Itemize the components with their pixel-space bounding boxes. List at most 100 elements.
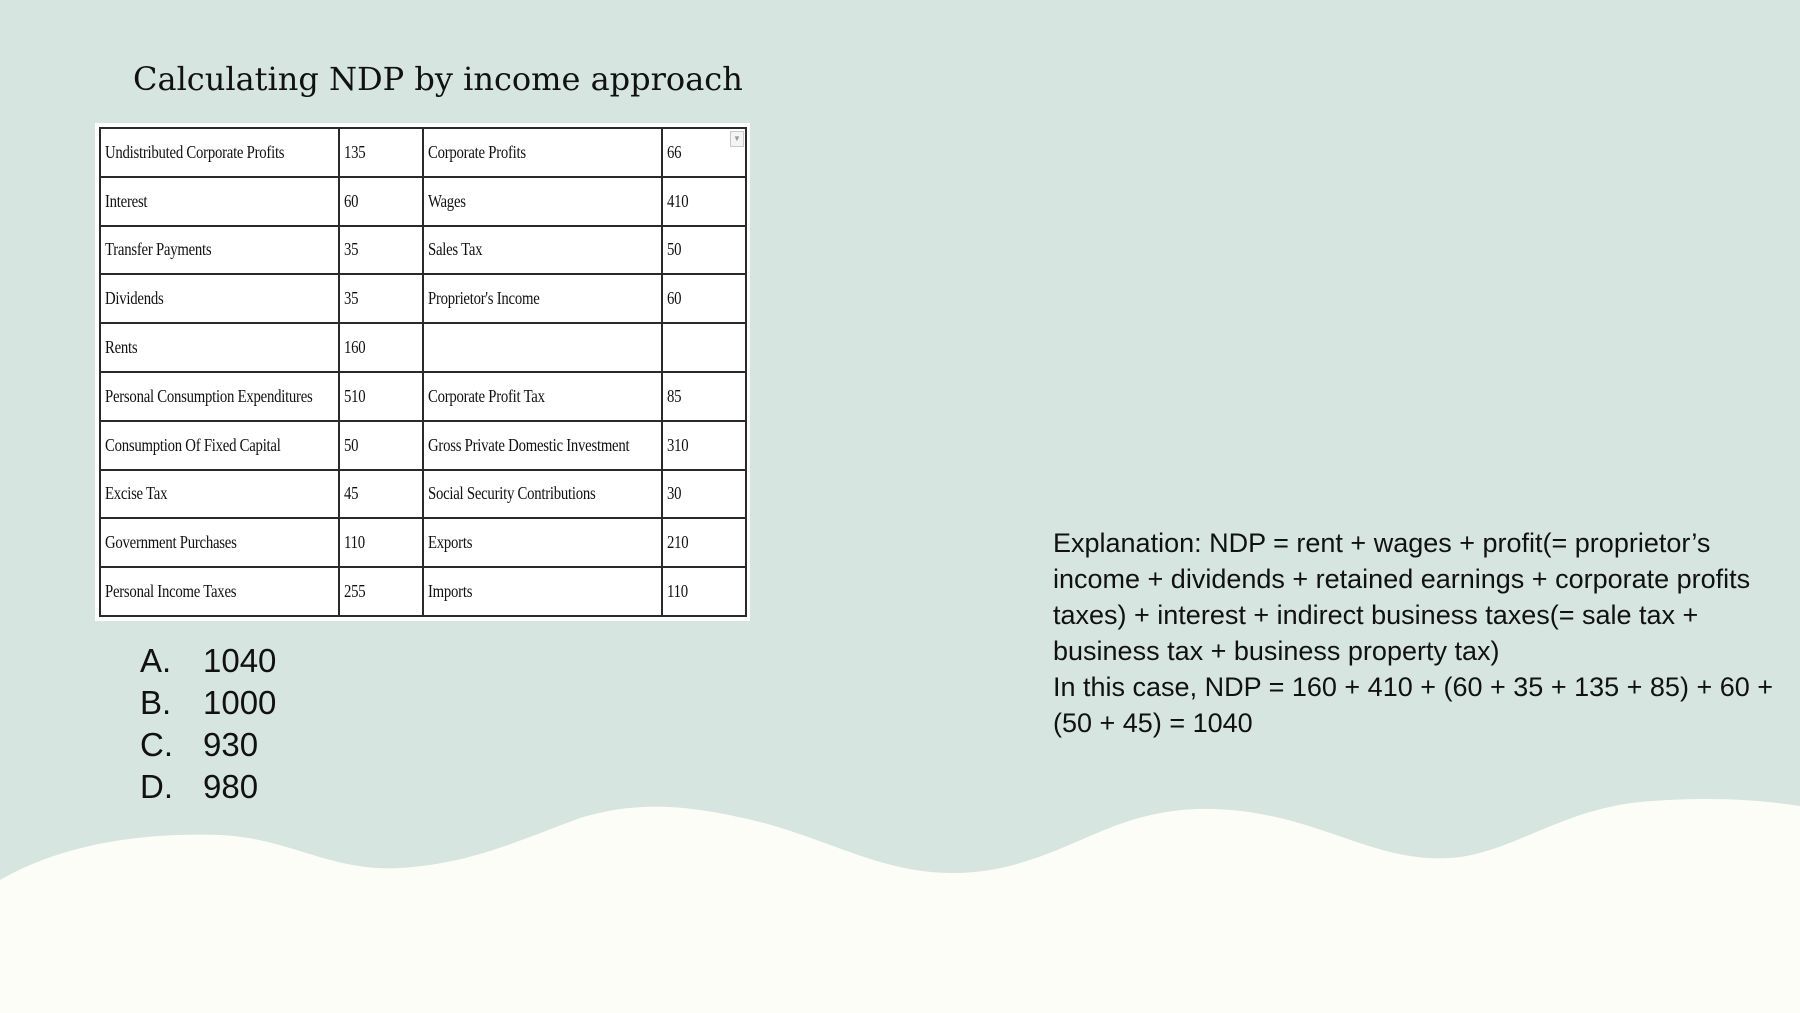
- cell-text: 60: [344, 190, 359, 211]
- answer-letter: C.: [140, 726, 173, 763]
- table-cell-value: 255: [338, 566, 424, 617]
- cell-text: 60: [667, 288, 682, 309]
- table-row: Rents 160: [99, 322, 747, 373]
- table-cell-label: Personal Consumption Expenditures: [99, 370, 340, 422]
- cell-text: 50: [667, 239, 682, 260]
- explanation-formula: Explanation: NDP = rent + wages + profit…: [1053, 528, 1751, 666]
- cell-text: Personal Consumption Expenditures: [105, 385, 313, 406]
- cell-text: Exports: [428, 532, 473, 553]
- cell-text: Dividends: [105, 288, 164, 309]
- cell-text: 310: [667, 434, 689, 455]
- cell-text: 410: [667, 190, 689, 211]
- cell-text: Imports: [428, 581, 473, 602]
- cell-text: 160: [344, 337, 366, 358]
- answer-choices: A. 1040 B. 1000 C. 930 D. 980: [140, 640, 276, 808]
- cell-text: Proprietor's Income: [428, 288, 540, 309]
- table-cell-value: 110: [338, 517, 424, 569]
- table-cell-value: 410: [661, 175, 747, 227]
- cell-text: Social Security Contributions: [428, 483, 596, 504]
- table-cell-value: 135: [338, 127, 424, 178]
- cell-text: Excise Tax: [105, 483, 168, 504]
- table-row: Transfer Payments 35 Sales Tax 50: [99, 224, 747, 276]
- cell-text: Wages: [428, 190, 466, 211]
- cell-text: 510: [344, 385, 366, 406]
- cell-text: Gross Private Domestic Investment: [428, 434, 630, 455]
- table-cell-label: Exports: [422, 517, 663, 569]
- slide-title: Calculating NDP by income approach: [133, 60, 743, 98]
- cell-text: Undistributed Corporate Profits: [105, 141, 285, 162]
- cell-text: Government Purchases: [105, 532, 237, 553]
- answer-letter: A.: [140, 642, 172, 679]
- table-cell-value: 60: [661, 273, 747, 325]
- cell-text: 110: [344, 532, 365, 553]
- cell-text: Sales Tax: [428, 239, 483, 260]
- cell-text: 50: [344, 434, 359, 455]
- table-cell-value: [661, 322, 747, 373]
- cell-text: 255: [344, 581, 366, 602]
- answer-option: A. 1040: [140, 640, 276, 682]
- cell-text: Rents: [105, 337, 138, 358]
- cell-text: 85: [667, 385, 682, 406]
- table-cell-value: 210: [661, 517, 747, 569]
- table-row: Undistributed Corporate Profits 135 Corpor…: [99, 127, 747, 178]
- table-cell-value: 50: [338, 419, 424, 471]
- answer-option: C. 930: [140, 724, 276, 766]
- table-cell-label: Consumption Of Fixed Capital: [99, 419, 340, 471]
- answer-value: 980: [203, 768, 259, 805]
- cell-text: 35: [344, 288, 359, 309]
- dropdown-arrow-icon: ▼: [730, 131, 744, 147]
- answer-option: B. 1000: [140, 682, 276, 724]
- explanation-calculation: In this case, NDP = 160 + 410 + (60 + 35…: [1053, 672, 1774, 738]
- table-cell-value: 160: [338, 322, 424, 373]
- table-cell-label: Corporate Profits: [422, 127, 663, 178]
- table-cell-value: 310: [661, 419, 747, 471]
- table-cell-label: Government Purchases: [99, 517, 340, 569]
- answer-value: 1000: [203, 684, 277, 721]
- table-cell-value: 50: [661, 224, 747, 276]
- cell-text: 45: [344, 483, 359, 504]
- table-cell-label: Excise Tax: [99, 468, 340, 520]
- data-table-image: ▼ Undistributed Corporate Profits 135 Corp…: [95, 123, 750, 621]
- cell-text: 35: [344, 239, 359, 260]
- cell-text: Interest: [105, 190, 148, 211]
- cell-text: 210: [667, 532, 689, 553]
- table-cell-value: 30: [661, 468, 747, 520]
- cell-text: Corporate Profits: [428, 141, 526, 162]
- table-cell-label: Personal Income Taxes: [99, 566, 340, 617]
- table-cell-label: Interest: [99, 175, 340, 227]
- table-cell-label: Imports: [422, 566, 663, 617]
- cell-text: Consumption Of Fixed Capital: [105, 434, 281, 455]
- table-cell-value: 35: [338, 273, 424, 325]
- answer-letter: B.: [140, 684, 172, 721]
- cell-text: Corporate Profit Tax: [428, 385, 545, 406]
- table-row: Personal Income Taxes 255 Imports 110: [99, 566, 747, 617]
- answer-value: 930: [203, 726, 259, 763]
- cell-text: 66: [667, 141, 682, 162]
- table-cell-value: 60: [338, 175, 424, 227]
- cell-text: Personal Income Taxes: [105, 581, 237, 602]
- table-row: Consumption Of Fixed Capital 50 Gross Priv…: [99, 419, 747, 471]
- table-row: Excise Tax 45 Social Security Contribution…: [99, 468, 747, 520]
- table-row: Dividends 35 Proprietor's Income 60: [99, 273, 747, 325]
- table-row: Government Purchases 110 Exports 210: [99, 517, 747, 569]
- answer-option: D. 980: [140, 766, 276, 808]
- table-cell-label: Corporate Profit Tax: [422, 370, 663, 422]
- table-cell-value: 45: [338, 468, 424, 520]
- table-cell-label: Sales Tax: [422, 224, 663, 276]
- explanation-text: Explanation: NDP = rent + wages + profit…: [1053, 525, 1783, 741]
- table-cell-label: [422, 322, 663, 373]
- table-cell-label: Undistributed Corporate Profits: [99, 127, 340, 178]
- answer-value: 1040: [203, 642, 277, 679]
- table-cell-label: Proprietor's Income: [422, 273, 663, 325]
- table-cell-label: Gross Private Domestic Investment: [422, 419, 663, 471]
- table-cell-label: Wages: [422, 175, 663, 227]
- cell-text: 30: [667, 483, 682, 504]
- cell-text: Transfer Payments: [105, 239, 212, 260]
- table-cell-value: 510: [338, 370, 424, 422]
- table-cell-label: Transfer Payments: [99, 224, 340, 276]
- cell-text: 135: [344, 141, 366, 162]
- ndp-data-table: Undistributed Corporate Profits 135 Corpor…: [99, 127, 747, 617]
- table-cell-value: 110: [661, 566, 747, 617]
- table-cell-value: 85: [661, 370, 747, 422]
